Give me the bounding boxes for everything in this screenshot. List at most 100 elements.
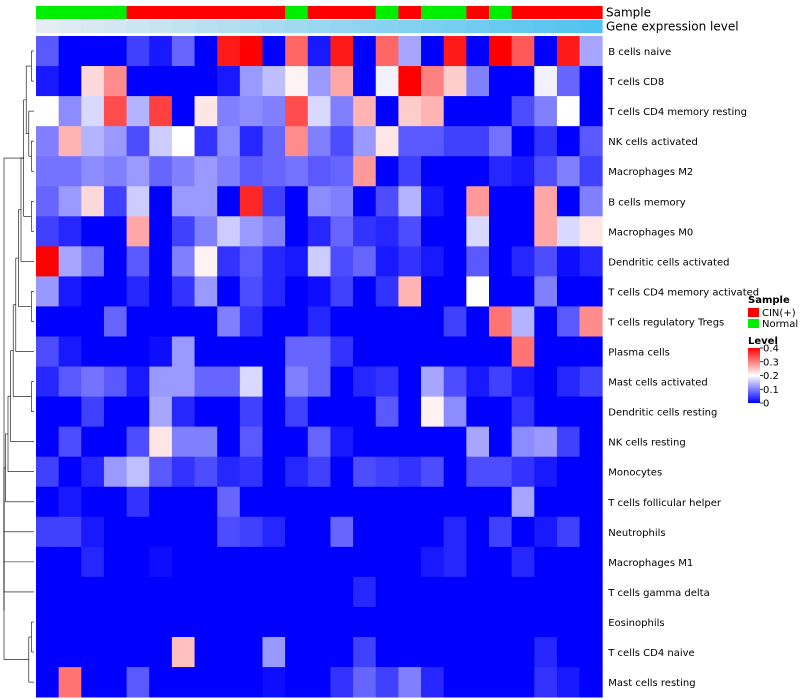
- heatmap-cell: [103, 456, 127, 488]
- heatmap-cell: [285, 66, 309, 97]
- heatmap-cell: [149, 336, 173, 367]
- heatmap-cell: [330, 96, 354, 127]
- heatmap-cell: [489, 246, 513, 277]
- legend-swatch-normal: [748, 319, 759, 328]
- heatmap-cell: [421, 186, 445, 217]
- heatmap-cell: [443, 637, 467, 668]
- heatmap-cell: [443, 486, 467, 518]
- heatmap-cell: [511, 126, 535, 157]
- heatmap-cell: [36, 156, 60, 187]
- heatmap-cell: [239, 66, 263, 97]
- heatmap-cell: [262, 156, 286, 187]
- sample-cell: [556, 6, 580, 19]
- heatmap-cell: [217, 186, 241, 217]
- heatmap-cell: [126, 576, 150, 608]
- heatmap-cell: [262, 336, 286, 367]
- heatmap-cell: [307, 276, 331, 307]
- row-label: Dendritic cells activated: [608, 257, 729, 268]
- expression-cell: [217, 20, 241, 33]
- expression-cell: [262, 20, 286, 33]
- heatmap-cell: [534, 546, 558, 578]
- heatmap-cell: [36, 546, 60, 578]
- heatmap-cell: [330, 396, 354, 428]
- heatmap-cell: [103, 186, 127, 217]
- heatmap-cell: [579, 306, 603, 337]
- heatmap-cell: [375, 276, 399, 307]
- heatmap-cell: [285, 366, 309, 397]
- heatmap-cell: [81, 606, 105, 638]
- heatmap-cell: [81, 546, 105, 578]
- heatmap-cell: [239, 186, 263, 217]
- row-label: B cells memory: [608, 197, 685, 208]
- heatmap-cell: [466, 66, 490, 97]
- heatmap-cell: [511, 576, 535, 608]
- heatmap-cell: [81, 306, 105, 337]
- heatmap-cell: [466, 667, 490, 698]
- heatmap-cell: [171, 546, 195, 578]
- expression-cell: [534, 20, 558, 33]
- heatmap-cell: [579, 637, 603, 668]
- heatmap-cell: [579, 336, 603, 367]
- heatmap-cell: [489, 486, 513, 518]
- heatmap-cell: [556, 336, 580, 367]
- heatmap-cell: [511, 216, 535, 247]
- heatmap-cell: [58, 216, 82, 247]
- heatmap-cell: [353, 36, 377, 67]
- heatmap-cell: [353, 306, 377, 337]
- heatmap-cell: [534, 66, 558, 97]
- heatmap-cell: [307, 336, 331, 367]
- heatmap-cell: [556, 36, 580, 67]
- heatmap-cell: [262, 186, 286, 217]
- heatmap-cell: [330, 246, 354, 277]
- row-label: T cells CD4 naive: [607, 648, 694, 659]
- heatmap-cell: [466, 126, 490, 157]
- heatmap-cell: [375, 216, 399, 247]
- heatmap-cell: [194, 246, 218, 277]
- heatmap-cell: [217, 36, 241, 67]
- heatmap-cell: [81, 36, 105, 67]
- heatmap-cell: [217, 426, 241, 458]
- heatmap-cell: [353, 126, 377, 157]
- heatmap-cell: [239, 667, 263, 698]
- heatmap-cell: [217, 396, 241, 428]
- row-dendrogram: [3, 50, 34, 683]
- heatmap-cell: [534, 216, 558, 247]
- sample-cell: [443, 6, 467, 19]
- expression-cell: [421, 20, 445, 33]
- heatmap-cell: [466, 366, 490, 397]
- heatmap-cell: [194, 667, 218, 698]
- heatmap-cell: [262, 486, 286, 518]
- heatmap-cell: [194, 336, 218, 367]
- heatmap-cell: [466, 336, 490, 367]
- heatmap-cell: [398, 276, 422, 307]
- heatmap-cell: [375, 456, 399, 488]
- heatmap-cell: [556, 66, 580, 97]
- heatmap-cell: [285, 246, 309, 277]
- heatmap-cell: [126, 426, 150, 458]
- heatmap-cell: [579, 606, 603, 638]
- heatmap-cell: [36, 366, 60, 397]
- row-labels: B cells naive T cells CD8 T cells CD4 memo…: [607, 47, 759, 689]
- heatmap-cell: [398, 546, 422, 578]
- heatmap-cell: [534, 366, 558, 397]
- heatmap-cell: [58, 576, 82, 608]
- heatmap-cell: [194, 96, 218, 127]
- heatmap-cell: [103, 306, 127, 337]
- heatmap-cell: [58, 36, 82, 67]
- heatmap-cell: [285, 606, 309, 638]
- heatmap-cell: [489, 396, 513, 428]
- heatmap-cell: [58, 516, 82, 548]
- row-label: T cells CD4 memory activated: [607, 287, 759, 298]
- row-label: Plasma cells: [608, 348, 670, 359]
- heatmap-cell: [534, 606, 558, 638]
- sample-cell: [511, 6, 535, 19]
- heatmap-cell: [421, 126, 445, 157]
- sample-cell: [239, 6, 263, 19]
- heatmap-cell: [330, 366, 354, 397]
- heatmap-cell: [579, 186, 603, 217]
- heatmap-cell: [489, 36, 513, 67]
- sample-cell: [58, 6, 82, 19]
- heatmap-cell: [36, 637, 60, 668]
- heatmap-cell: [262, 576, 286, 608]
